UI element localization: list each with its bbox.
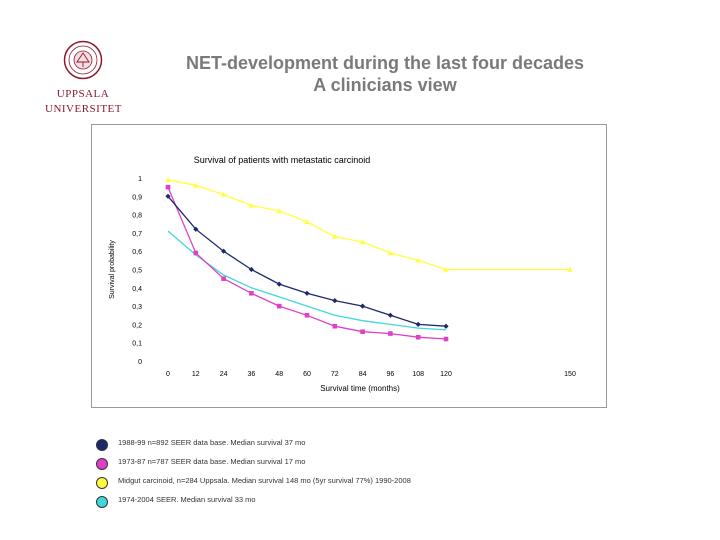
y-tick-label: 0,4 <box>132 286 142 293</box>
data-point <box>304 290 310 296</box>
survival-chart: Survival of patients with metastatic car… <box>109 155 576 393</box>
x-tick-label: 12 <box>192 371 200 378</box>
chart-title: Survival of patients with metastatic car… <box>194 155 371 165</box>
data-point <box>248 202 255 208</box>
university-seal-icon <box>63 40 103 80</box>
data-point <box>304 219 310 225</box>
slide-title-line-1: NET-development during the last four dec… <box>185 53 585 73</box>
data-point <box>332 298 338 304</box>
chart-frame: Survival of patients with metastatic car… <box>91 124 607 408</box>
data-point <box>443 336 449 342</box>
legend: 1988-99 n=892 SEER data base. Median sur… <box>96 436 656 512</box>
legend-label: 1973-87 n=787 SEER data base. Median sur… <box>118 457 306 466</box>
data-point <box>332 323 338 329</box>
university-logo: UPPSALA UNIVERSITET <box>45 40 122 115</box>
legend-item: 1988-99 n=892 SEER data base. Median sur… <box>96 436 656 455</box>
data-point <box>304 312 310 318</box>
data-point <box>221 248 227 254</box>
legend-label: Midgut carcinoid, n=284 Uppsala. Median … <box>118 476 411 485</box>
legend-dot-yellow <box>96 477 108 489</box>
x-tick-label: 48 <box>275 371 283 378</box>
data-point <box>249 290 254 296</box>
data-point <box>388 331 393 336</box>
data-point <box>248 266 254 273</box>
slide-title: NET-development during the last four dec… <box>130 52 640 96</box>
data-point <box>415 321 421 327</box>
data-point <box>193 182 199 188</box>
legend-dot-magenta <box>96 458 108 470</box>
logo-line-2: UNIVERSITET <box>45 103 122 115</box>
data-point <box>387 312 393 318</box>
data-point <box>443 266 449 272</box>
data-point <box>387 250 394 256</box>
legend-item: Midgut carcinoid, n=284 Uppsala. Median … <box>96 474 656 493</box>
data-point <box>443 323 449 329</box>
x-tick-label: 0 <box>166 371 170 378</box>
data-point <box>193 226 199 232</box>
data-point <box>165 177 171 183</box>
x-tick-label: 60 <box>303 371 311 378</box>
x-tick-label: 108 <box>412 371 424 378</box>
data-point <box>360 303 366 309</box>
x-tick-label: 24 <box>220 371 228 378</box>
data-point <box>193 250 199 256</box>
data-point <box>567 266 573 272</box>
x-tick-label: 84 <box>359 371 367 378</box>
legend-label: 1988-99 n=892 SEER data base. Median sur… <box>118 438 306 447</box>
y-axis-label: Survival probability <box>109 240 116 299</box>
series-line <box>167 230 447 331</box>
data-point <box>415 334 421 340</box>
x-tick-label: 150 <box>564 371 576 378</box>
x-tick-label: 120 <box>440 371 452 378</box>
data-point <box>415 257 421 263</box>
y-tick-label: 0,7 <box>132 231 142 238</box>
x-tick-label: 36 <box>248 371 256 378</box>
y-tick-label: 0,2 <box>132 322 142 329</box>
y-tick-label: 0 <box>138 359 142 366</box>
y-tick-label: 1 <box>138 176 142 183</box>
slide-title-line-2: A clinicians view <box>313 75 457 95</box>
series-line <box>167 179 570 271</box>
y-tick-label: 0,8 <box>132 213 142 220</box>
legend-item: 1974-2004 SEER. Median survival 33 mo <box>96 493 656 512</box>
x-axis-label: Survival time (months) <box>320 384 400 393</box>
data-point <box>276 303 282 309</box>
y-tick-label: 0,3 <box>132 304 142 311</box>
data-point <box>332 233 338 239</box>
y-tick-label: 0,9 <box>132 194 142 201</box>
data-point <box>165 193 171 199</box>
x-tick-label: 72 <box>331 371 339 378</box>
legend-dot-navy <box>96 439 108 451</box>
logo-line-1: UPPSALA <box>56 88 110 100</box>
data-point <box>276 281 282 287</box>
data-point <box>360 329 365 335</box>
legend-label: 1974-2004 SEER. Median survival 33 mo <box>118 495 256 504</box>
legend-dot-cyan <box>96 496 108 508</box>
x-tick-label: 96 <box>387 371 395 378</box>
data-point <box>220 191 227 197</box>
data-point <box>221 276 226 281</box>
data-point <box>276 208 282 214</box>
legend-item: 1973-87 n=787 SEER data base. Median sur… <box>96 455 656 474</box>
y-tick-label: 0,6 <box>132 249 142 256</box>
y-tick-label: 0,1 <box>132 341 142 348</box>
data-point <box>359 239 366 245</box>
y-tick-label: 0,5 <box>132 268 142 275</box>
data-point <box>165 184 171 190</box>
